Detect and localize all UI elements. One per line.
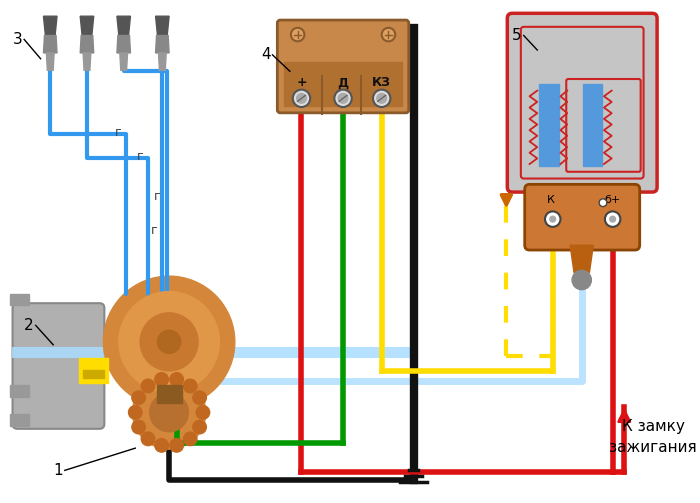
Polygon shape [43,16,57,36]
Circle shape [610,216,615,222]
Bar [10,385,29,397]
Circle shape [599,199,607,207]
Polygon shape [117,16,130,36]
Circle shape [158,330,181,354]
FancyBboxPatch shape [508,13,657,192]
Text: К замку
зажигания: К замку зажигания [610,419,697,455]
Polygon shape [80,16,94,36]
Text: 3: 3 [13,32,22,47]
Bar [10,414,29,426]
Bar [83,370,104,378]
Bar [284,62,402,106]
Circle shape [377,94,386,103]
Polygon shape [46,53,54,70]
Circle shape [132,391,146,404]
Text: г: г [154,191,161,203]
Circle shape [141,379,155,393]
Polygon shape [83,53,91,70]
FancyBboxPatch shape [13,303,104,429]
Circle shape [132,421,146,434]
Circle shape [338,94,348,103]
Circle shape [545,211,561,227]
Polygon shape [117,36,130,53]
FancyBboxPatch shape [277,20,409,113]
Circle shape [373,90,391,107]
Polygon shape [158,53,166,70]
Text: б+: б+ [605,195,621,205]
Bar [79,358,108,383]
Circle shape [140,313,198,371]
Circle shape [605,211,620,227]
Bar [10,294,29,305]
Circle shape [170,439,183,452]
Circle shape [119,292,219,392]
Circle shape [297,94,307,103]
Text: 4: 4 [261,47,270,62]
Text: Д: Д [337,76,349,90]
Circle shape [572,270,592,290]
Circle shape [129,405,142,419]
Text: 1: 1 [53,463,63,478]
Circle shape [170,373,183,386]
Bar [539,84,559,166]
Polygon shape [43,36,57,53]
Text: К: К [547,195,554,205]
Polygon shape [155,36,169,53]
FancyBboxPatch shape [525,184,640,250]
Circle shape [293,90,310,107]
Circle shape [196,405,210,419]
Text: КЗ: КЗ [372,76,391,90]
Circle shape [132,376,206,449]
Circle shape [193,391,206,404]
Text: +: + [296,76,307,90]
Circle shape [193,421,206,434]
Circle shape [335,90,351,107]
Text: г: г [151,224,158,237]
Circle shape [550,216,556,222]
Circle shape [183,379,197,393]
Circle shape [382,28,395,41]
Circle shape [141,432,155,446]
Text: г: г [136,150,144,163]
Text: г: г [115,126,121,139]
Circle shape [104,276,234,407]
Text: 2: 2 [25,318,34,333]
Bar [582,84,602,166]
Circle shape [155,373,168,386]
Circle shape [150,393,188,432]
Circle shape [183,432,197,446]
Polygon shape [120,53,127,70]
Polygon shape [155,16,169,36]
Circle shape [155,439,168,452]
Polygon shape [570,245,594,272]
Bar [157,385,182,403]
Text: 5: 5 [512,28,522,43]
Circle shape [291,28,304,41]
Polygon shape [80,36,94,53]
